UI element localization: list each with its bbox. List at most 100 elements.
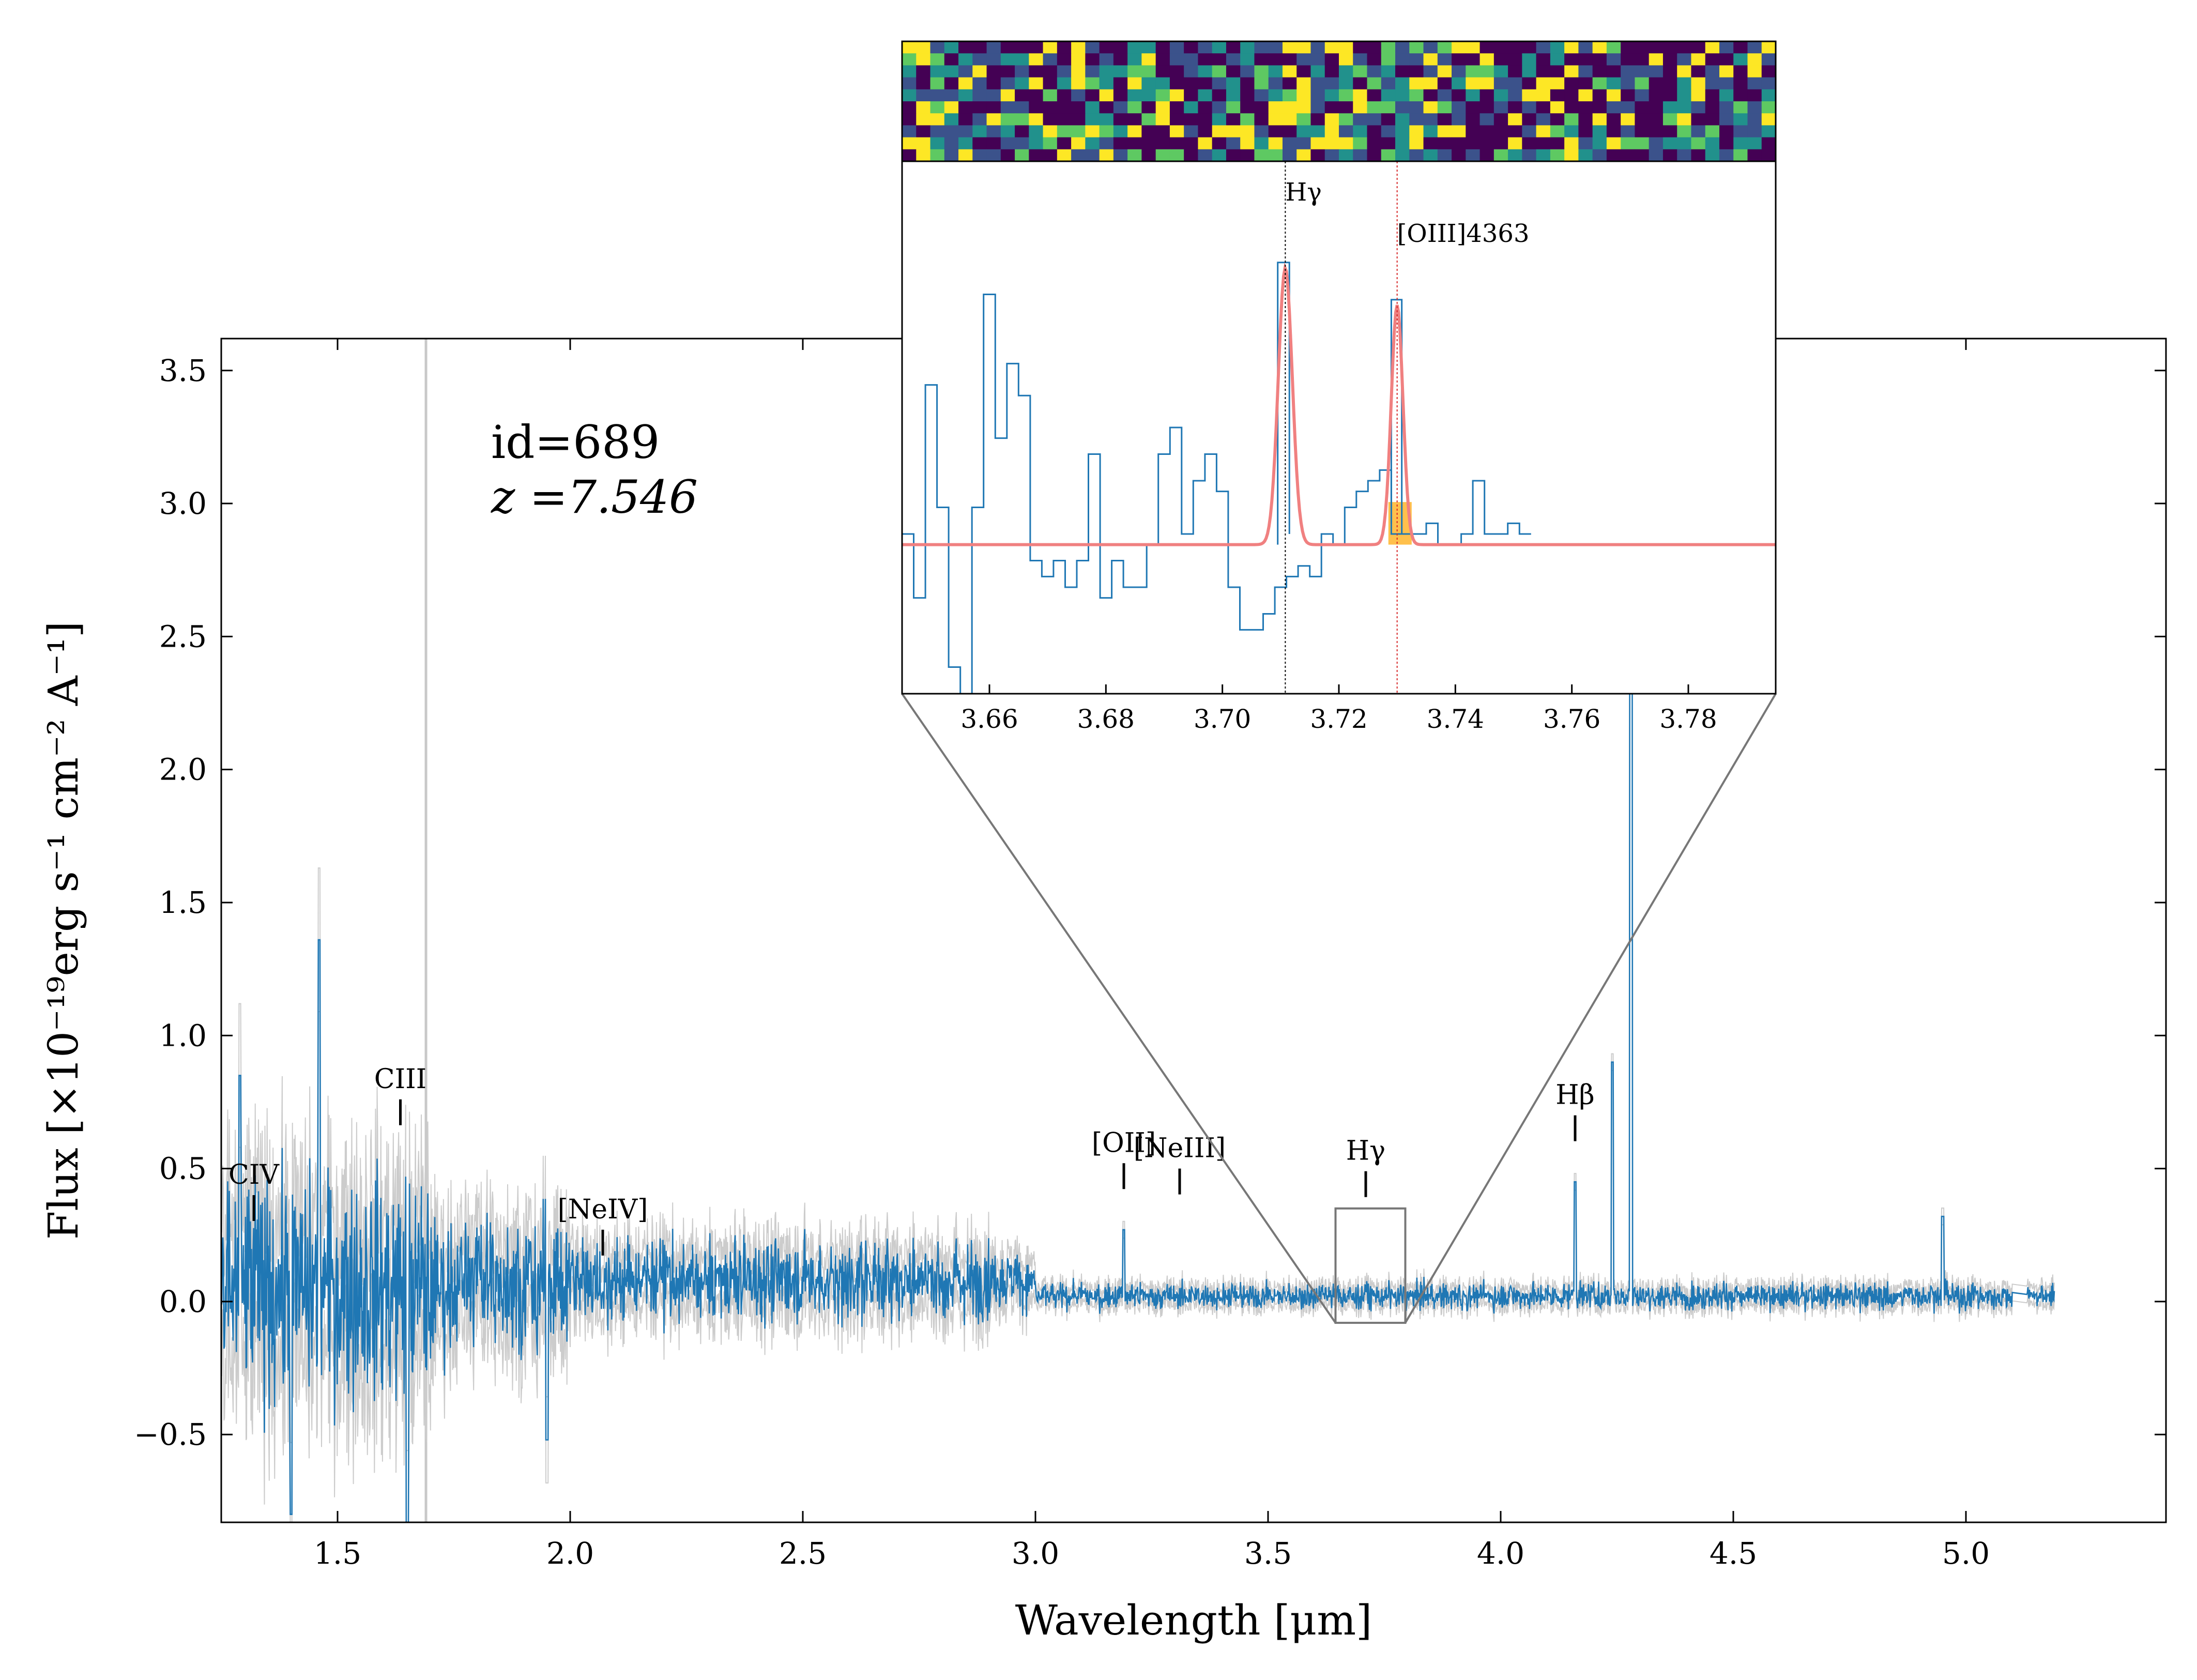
spectrum-2d-pixel bbox=[1240, 101, 1255, 114]
spectrum-2d-pixel bbox=[1226, 53, 1241, 66]
spectrum-2d-pixel bbox=[1691, 89, 1706, 102]
spectrum-2d-pixel bbox=[1705, 89, 1720, 102]
spectrum-2d-pixel bbox=[1296, 89, 1311, 102]
spectrum-2d-pixel bbox=[1169, 77, 1184, 90]
spectrum-2d-pixel bbox=[1155, 125, 1170, 138]
inset-vline-label: [OIII]4363 bbox=[1397, 219, 1530, 248]
spectrum-2d-pixel bbox=[1493, 125, 1508, 138]
spectrum-2d-pixel bbox=[944, 53, 959, 66]
spectrum-2d-pixel bbox=[1550, 101, 1565, 114]
spectrum-2d-pixel bbox=[1606, 89, 1621, 102]
spectrum-2d-pixel bbox=[1423, 113, 1438, 126]
spectrum-2d-pixel bbox=[930, 53, 945, 66]
spectrum-2d-pixel bbox=[1254, 77, 1269, 90]
spectrum-2d-pixel bbox=[1113, 65, 1128, 78]
spectrum-2d-pixel bbox=[1029, 77, 1044, 90]
spectrum-2d-pixel bbox=[1381, 53, 1396, 66]
spectrum-2d-pixel bbox=[902, 137, 917, 150]
spectrum-2d-pixel bbox=[1578, 53, 1593, 66]
spectrum-2d-pixel bbox=[1085, 137, 1100, 150]
spectrum-2d-pixel bbox=[1169, 89, 1184, 102]
emission-line-label: Hβ bbox=[1555, 1080, 1594, 1111]
spectrum-2d-pixel bbox=[1747, 41, 1762, 54]
spectrum-2d-pixel bbox=[1141, 149, 1156, 162]
spectrum-2d-pixel bbox=[1536, 77, 1551, 90]
spectrum-2d-pixel bbox=[1662, 113, 1677, 126]
spectrum-2d-pixel bbox=[1479, 101, 1494, 114]
spectrum-2d-pixel bbox=[1240, 89, 1255, 102]
spectrum-2d-pixel bbox=[1127, 137, 1142, 150]
spectrum-2d-pixel bbox=[916, 65, 931, 78]
spectrum-2d-pixel bbox=[1141, 77, 1156, 90]
spectrum-2d-pixel bbox=[1353, 149, 1368, 162]
annotation-redshift: z =7.546 bbox=[491, 470, 698, 524]
spectrum-2d-pixel bbox=[1395, 53, 1410, 66]
spectrum-2d-pixel bbox=[1761, 53, 1776, 66]
spectrum-2d-pixel bbox=[1043, 41, 1058, 54]
spectrum-2d-pixel bbox=[1085, 113, 1100, 126]
spectrum-2d-pixel bbox=[1071, 89, 1086, 102]
spectrum-2d-pixel bbox=[1184, 125, 1199, 138]
spectrum-2d-pixel bbox=[1268, 125, 1283, 138]
spectrum-2d-pixel bbox=[1508, 89, 1522, 102]
spectrum-2d-pixel bbox=[1324, 65, 1339, 78]
spectrum-2d-pixel bbox=[1522, 41, 1537, 54]
spectrum-2d-pixel bbox=[1409, 77, 1424, 90]
spectrum-2d-pixel bbox=[1071, 113, 1086, 126]
spectrum-2d-pixel bbox=[944, 113, 959, 126]
spectrum-2d-pixel bbox=[902, 113, 917, 126]
spectrum-2d-pixel bbox=[1071, 41, 1086, 54]
spectrum-2d-pixel bbox=[1339, 137, 1353, 150]
spectrum-2d-pixel bbox=[1437, 53, 1452, 66]
spectrum-2d-pixel bbox=[1324, 149, 1339, 162]
spectrum-2d-pixel bbox=[1296, 77, 1311, 90]
spectrum-2d-pixel bbox=[1000, 89, 1015, 102]
spectrum-2d-pixel bbox=[902, 41, 917, 54]
spectrum-2d-pixel bbox=[1184, 53, 1199, 66]
spectrum-2d-pixel bbox=[1452, 77, 1466, 90]
spectrum-2d-pixel bbox=[1198, 41, 1213, 54]
spectrum-2d-pixel bbox=[1099, 89, 1114, 102]
spectrum-2d-pixel bbox=[1691, 125, 1706, 138]
emission-line-marker: [OII] bbox=[1092, 1127, 1156, 1189]
spectrum-2d-pixel bbox=[930, 77, 945, 90]
spectrum-2d-pixel bbox=[1141, 113, 1156, 126]
spectrum-2d-pixel bbox=[1085, 65, 1100, 78]
spectrum-2d-pixel bbox=[1000, 113, 1015, 126]
spectrum-2d-pixel bbox=[1564, 101, 1579, 114]
spectrum-2d-pixel bbox=[1747, 53, 1762, 66]
spectrum-2d-pixel bbox=[1310, 41, 1325, 54]
spectrum-2d-pixel bbox=[1141, 89, 1156, 102]
spectrum-2d-pixel bbox=[1677, 89, 1692, 102]
zoom-connector-right bbox=[1404, 693, 1777, 1324]
spectrum-2d-pixel bbox=[1662, 65, 1677, 78]
spectrum-2d-pixel bbox=[1452, 137, 1466, 150]
spectrum-2d-pixel bbox=[1621, 113, 1636, 126]
spectrum-2d-pixel bbox=[1437, 149, 1452, 162]
spectrum-2d-pixel bbox=[1085, 125, 1100, 138]
spectrum-2d-pixel bbox=[1085, 89, 1100, 102]
spectrum-2d-pixel bbox=[972, 113, 987, 126]
spectrum-2d-pixel bbox=[1268, 53, 1283, 66]
spectrum-2d-pixel bbox=[1057, 137, 1072, 150]
spectrum-2d-pixel bbox=[1381, 89, 1396, 102]
spectrum-2d-pixel bbox=[958, 53, 973, 66]
spectrum-2d-pixel bbox=[1395, 125, 1410, 138]
spectrum-2d-pixel bbox=[1057, 77, 1072, 90]
spectrum-2d-pixel bbox=[1198, 65, 1213, 78]
spectrum-2d-pixel bbox=[1310, 89, 1325, 102]
spectrum-2d-pixel bbox=[1564, 41, 1579, 54]
spectrum-2d-pixel bbox=[1522, 101, 1537, 114]
spectrum-2d-pixel bbox=[1071, 125, 1086, 138]
spectrum-2d-pixel bbox=[916, 77, 931, 90]
spectrum-2d-pixel bbox=[1127, 149, 1142, 162]
spectrum-2d-pixel bbox=[1015, 101, 1029, 114]
spectrum-2d-pixel bbox=[1691, 101, 1706, 114]
spectrum-2d-pixel bbox=[1677, 41, 1692, 54]
spectrum-2d-pixel bbox=[1353, 41, 1368, 54]
spectrum-2d-pixel bbox=[1761, 113, 1776, 126]
spectrum-2d-pixel bbox=[958, 65, 973, 78]
spectrum-2d-pixel bbox=[1268, 89, 1283, 102]
spectrum-2d-pixel bbox=[1212, 125, 1227, 138]
spectrum-2d-pixel bbox=[1367, 77, 1382, 90]
